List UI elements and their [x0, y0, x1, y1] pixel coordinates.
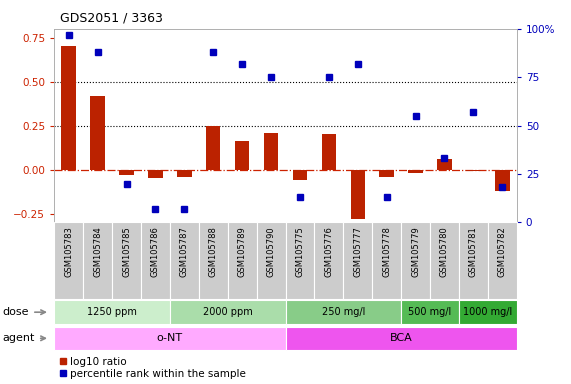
Text: 250 mg/l: 250 mg/l	[321, 307, 365, 317]
Bar	[264, 132, 278, 170]
Text: GSM105790: GSM105790	[267, 226, 276, 277]
Bar	[228, 222, 256, 299]
Text: 1000 mg/l: 1000 mg/l	[463, 307, 513, 317]
Bar	[286, 300, 401, 324]
Bar	[148, 170, 163, 178]
Text: 1250 ppm: 1250 ppm	[87, 307, 137, 317]
Bar	[315, 222, 343, 299]
Bar	[206, 126, 220, 170]
Bar	[459, 222, 488, 299]
Text: GSM105784: GSM105784	[93, 226, 102, 277]
Text: GSM105776: GSM105776	[324, 226, 333, 277]
Bar	[256, 222, 286, 299]
Text: GSM105787: GSM105787	[180, 226, 189, 277]
Text: GSM105777: GSM105777	[353, 226, 362, 277]
Text: GDS2051 / 3363: GDS2051 / 3363	[60, 12, 163, 25]
Text: GSM105778: GSM105778	[382, 226, 391, 277]
Bar	[495, 170, 509, 191]
Bar	[170, 222, 199, 299]
Bar	[321, 134, 336, 170]
Bar	[112, 222, 141, 299]
Text: 500 mg/l: 500 mg/l	[408, 307, 452, 317]
Bar	[380, 170, 394, 177]
Bar	[408, 170, 423, 173]
Bar	[488, 222, 517, 299]
Bar	[54, 300, 170, 324]
Text: GSM105785: GSM105785	[122, 226, 131, 277]
Bar	[343, 222, 372, 299]
Bar	[430, 222, 459, 299]
Bar	[293, 170, 307, 180]
Bar	[466, 170, 481, 171]
Bar	[83, 222, 112, 299]
Bar	[177, 170, 191, 177]
Bar	[401, 222, 430, 299]
Text: o-NT: o-NT	[157, 333, 183, 343]
Text: GSM105782: GSM105782	[498, 226, 507, 277]
Text: GSM105783: GSM105783	[64, 226, 73, 277]
Bar	[90, 96, 105, 170]
Text: GSM105781: GSM105781	[469, 226, 478, 277]
Bar	[141, 222, 170, 299]
Bar	[286, 222, 315, 299]
Bar	[62, 46, 76, 170]
Text: GSM105775: GSM105775	[295, 226, 304, 277]
Text: GSM105779: GSM105779	[411, 226, 420, 277]
Text: GSM105786: GSM105786	[151, 226, 160, 277]
Bar	[235, 141, 250, 170]
Text: BCA: BCA	[390, 333, 412, 343]
Text: GSM105780: GSM105780	[440, 226, 449, 277]
Text: dose: dose	[3, 307, 45, 317]
Bar	[54, 326, 286, 350]
Text: GSM105789: GSM105789	[238, 226, 247, 277]
Bar	[351, 170, 365, 219]
Bar	[54, 222, 83, 299]
Bar	[437, 159, 452, 170]
Bar	[401, 300, 459, 324]
Bar	[170, 300, 286, 324]
Text: agent: agent	[3, 333, 45, 343]
Text: 2000 ppm: 2000 ppm	[203, 307, 252, 317]
Legend: log10 ratio, percentile rank within the sample: log10 ratio, percentile rank within the …	[59, 357, 246, 379]
Text: GSM105788: GSM105788	[209, 226, 218, 277]
Bar	[372, 222, 401, 299]
Bar	[119, 170, 134, 175]
Bar	[199, 222, 228, 299]
Bar	[459, 300, 517, 324]
Bar	[286, 326, 517, 350]
